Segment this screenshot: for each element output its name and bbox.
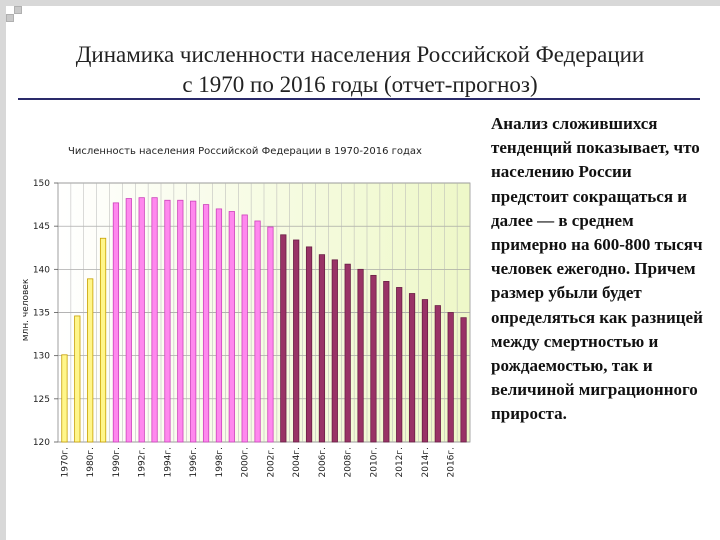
bar-2001 [254, 220, 261, 443]
chart-title: Численность населения Российской Федерац… [68, 146, 422, 157]
bar-2010 [370, 274, 377, 443]
corner-square [14, 6, 22, 14]
bar-2005 [305, 246, 313, 443]
y-tick-label: 140 [33, 265, 50, 275]
bar-1985 [99, 237, 107, 443]
population-chart: Численность населения Российской Федерац… [21, 146, 471, 478]
bar-2006 [318, 254, 326, 443]
x-tick-label: 2006г. [318, 447, 328, 478]
x-tick-label: 1994г. [163, 447, 173, 478]
bar-2013 [408, 293, 416, 443]
bar-1995 [177, 199, 184, 443]
y-tick-label: 130 [33, 352, 50, 362]
bar-1999 [228, 211, 235, 443]
bar-2016 [447, 312, 454, 443]
bar-2011 [383, 281, 390, 443]
y-tick-label: 120 [33, 438, 50, 448]
x-tick-label: 2002г. [266, 447, 276, 478]
slide-title-line-1: Динамика численности населения Российско… [75, 42, 645, 67]
x-tick-label: 2010г. [369, 447, 379, 478]
corner-square [6, 14, 14, 22]
x-tick-label: 2012г. [395, 447, 405, 478]
bar-1970 [61, 354, 68, 443]
bar-2014 [421, 299, 429, 443]
slide-title: Динамика численности населения Российско… [20, 40, 700, 100]
analysis-paragraph: Анализ сложившихся тенденций показывает,… [491, 114, 703, 424]
y-tick-label: 145 [33, 222, 50, 232]
bar-2004 [293, 239, 300, 443]
bar-1975 [74, 315, 81, 443]
bar-2012 [396, 287, 403, 443]
bar-1998 [215, 208, 223, 443]
bar-2003 [280, 234, 287, 443]
y-tick-label: 135 [33, 309, 50, 319]
bar-2002 [267, 226, 274, 443]
bar-2009 [357, 268, 364, 443]
x-tick-label: 2008г. [344, 447, 354, 478]
bar-1997 [202, 204, 210, 443]
bar-1979 [87, 278, 94, 443]
x-tick-label: 1996г. [189, 447, 199, 478]
bar-1990 [112, 202, 120, 443]
x-tick-label: 1990г. [112, 447, 122, 478]
x-tick-label: 1980г. [86, 447, 96, 478]
x-tick-label: 1992г. [138, 447, 148, 478]
bar-1992 [138, 197, 145, 443]
bar-2008 [344, 263, 351, 443]
bar-2000 [241, 214, 248, 443]
slide-left-border [0, 0, 6, 540]
x-tick-label: 1970г. [60, 447, 70, 478]
x-tick-label: 1998г. [215, 447, 225, 478]
chart-frame: Численность населения Российской Федерац… [10, 128, 482, 490]
x-tick-label: 2016г. [447, 447, 457, 478]
title-underline [18, 98, 700, 100]
slide-title-line-2: с 1970 по 2016 годы (отчет-прогноз) [182, 72, 538, 97]
bar-1991 [125, 198, 132, 443]
slide-top-border [0, 0, 720, 6]
bar-1993 [151, 197, 158, 443]
x-tick-label: 2000г. [241, 447, 251, 478]
y-axis-label: млн. человек [21, 278, 31, 341]
bar-2015 [434, 305, 441, 443]
bar-2017 [460, 317, 467, 443]
x-tick-label: 2014г. [421, 447, 431, 478]
bar-1994 [164, 199, 171, 443]
x-tick-label: 2004г. [292, 447, 302, 478]
bar-1996 [190, 200, 197, 443]
y-tick-label: 125 [33, 395, 50, 405]
y-tick-label: 150 [33, 179, 50, 189]
bar-2007 [331, 259, 338, 443]
